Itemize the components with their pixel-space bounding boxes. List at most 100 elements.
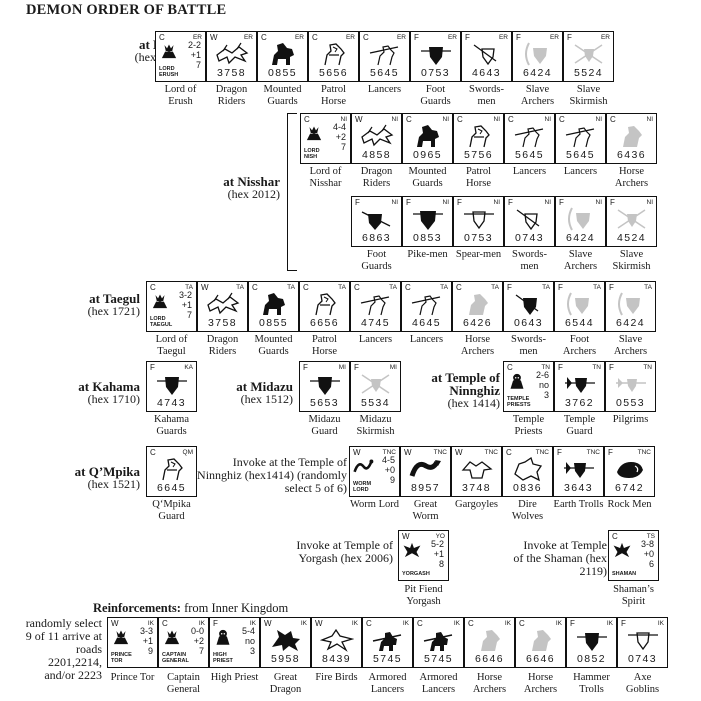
unit-label: Mounted Guards: [263, 84, 302, 107]
invoke-ninnghiz: Invoke at the Temple of Ninnghiz (hex141…: [197, 455, 347, 495]
unit-counter[interactable]: F MI 5653: [299, 361, 350, 412]
unit-counter[interactable]: F NI 6863: [351, 196, 402, 247]
unit-counter[interactable]: C IK CAPTAIN GENERAL 0-0 +2 7: [158, 617, 209, 668]
unit-counter[interactable]: F NI 0753: [453, 196, 504, 247]
unit-counter[interactable]: C IK 6646: [464, 617, 515, 668]
unit-counter[interactable]: C ER 5656: [308, 31, 359, 82]
unit-region-code: MI: [338, 364, 346, 371]
unit-region-code: NI: [391, 199, 399, 206]
unit-counter[interactable]: F TNC 3643: [553, 446, 604, 497]
unit-label: Foot Archers: [562, 334, 597, 357]
unit-label: Lancers: [367, 84, 402, 95]
unit-region-code: TA: [185, 284, 193, 291]
unit-label: Lancers: [358, 334, 393, 345]
unit-region-code: TNC: [382, 449, 396, 456]
unit-region-code: NI: [442, 199, 450, 206]
unit-counter[interactable]: C ER 0855: [257, 31, 308, 82]
unit-counter[interactable]: F NI 0853: [402, 196, 453, 247]
unit-label: High Priest: [210, 672, 259, 683]
unit-counter[interactable]: W NI 4858: [351, 113, 402, 164]
unit-counter[interactable]: F NI 0743: [504, 196, 555, 247]
unit-counter[interactable]: C ER LORD ERUSH 2-2 +1 7: [155, 31, 206, 82]
unit-counter[interactable]: C NI 5756: [453, 113, 504, 164]
unit-counter[interactable]: W IK 5958: [260, 617, 311, 668]
unit-counter[interactable]: F TA 0643: [503, 281, 554, 332]
wolf-icon: [511, 456, 545, 482]
unit-label: Horse Archers: [460, 334, 495, 357]
unit-stats: 8957: [411, 482, 440, 494]
unit-counter[interactable]: C TA 0855: [248, 281, 299, 332]
worm-icon: [352, 456, 374, 476]
unit-region-code: NI: [646, 116, 654, 123]
unit-region-code: TA: [491, 284, 499, 291]
location-midazu: at Midazu (hex 1512): [236, 380, 293, 406]
unit-counter[interactable]: C NI 5645: [504, 113, 555, 164]
unit-type: W: [353, 448, 361, 457]
label-row-midazu: Midazu Guard Midazu Skirmish: [299, 414, 401, 437]
unit-counter[interactable]: F ER 5524: [563, 31, 614, 82]
unit-counter[interactable]: W YO YORGASH 5-2 +1 8: [398, 530, 449, 581]
unit-counter[interactable]: F KA 4743: [146, 361, 197, 412]
unit-counter[interactable]: F NI 6424: [555, 196, 606, 247]
unit-counter[interactable]: C TN TEMPLE PRIESTS 2-6 no 3: [503, 361, 554, 412]
unit-label: Lord of Taegul: [155, 334, 188, 357]
unit-stats: 4858: [362, 149, 391, 161]
unit-counter[interactable]: C NI 0965: [402, 113, 453, 164]
unit-counter[interactable]: F ER 6424: [512, 31, 563, 82]
unit-stats: 6656: [310, 317, 339, 329]
unit-counter[interactable]: F IK 0743: [617, 617, 668, 668]
unit-counter[interactable]: W TNC WORM LORD 4-5 +0 9: [349, 446, 400, 497]
unit-counter[interactable]: C NI 6436: [606, 113, 657, 164]
unit-counter[interactable]: F TA 6544: [554, 281, 605, 332]
leader-stats: 5-4 no 3: [242, 626, 255, 656]
unit-counter[interactable]: W TNC 3748: [451, 446, 502, 497]
unit-counter[interactable]: W IK PRINCE TOR 3-3 +1 9: [107, 617, 158, 668]
unit-stats: 5958: [271, 653, 300, 665]
unit-counter[interactable]: F MI 5534: [350, 361, 401, 412]
unit-counter[interactable]: F TN 0553: [605, 361, 656, 412]
unit-counter[interactable]: C NI LORD NISH 4-4 +2 7: [300, 113, 351, 164]
unit-counter[interactable]: C TA 4645: [401, 281, 452, 332]
unit-type: C: [363, 33, 369, 42]
unit-type: F: [570, 619, 575, 628]
unit-counter[interactable]: C TS SHAMAN 3-8 +0 6: [608, 530, 659, 581]
unit-label: Foot Guards: [361, 249, 392, 272]
unit-counter[interactable]: F TN 3762: [554, 361, 605, 412]
unit-counter[interactable]: F ER 0753: [410, 31, 461, 82]
unit-counter[interactable]: C QM 6645: [146, 446, 197, 497]
swordblack-icon: [512, 291, 546, 317]
unit-counter[interactable]: F TNC 6742: [604, 446, 655, 497]
unit-counter[interactable]: C TA LORD TAEGUL 3-2 +1 7: [146, 281, 197, 332]
unit-counter[interactable]: F ER 4643: [461, 31, 512, 82]
unit-region-code: IK: [351, 620, 358, 627]
unit-counter[interactable]: C TA 6426: [452, 281, 503, 332]
unit-counter[interactable]: C TNC 0836: [502, 446, 553, 497]
unit-counter[interactable]: W TA 3758: [197, 281, 248, 332]
unit-label: Pike-men: [407, 249, 448, 260]
unit-counter[interactable]: F NI 4524: [606, 196, 657, 247]
unit-counter[interactable]: C IK 5745: [362, 617, 413, 668]
unit-counter[interactable]: C NI 5645: [555, 113, 606, 164]
reinforcements-note: randomly select 9 of 11 arrive at roads …: [25, 616, 102, 682]
unit-counter[interactable]: W TNC 8957: [400, 446, 451, 497]
unit-label: Dragon Riders: [206, 334, 239, 357]
unit-counter[interactable]: C IK 6646: [515, 617, 566, 668]
unit-stats: 0643: [514, 317, 543, 329]
unit-counter[interactable]: C TA 4745: [350, 281, 401, 332]
dragon-icon: [215, 41, 249, 67]
unit-counter[interactable]: F IK HIGH PRIEST 5-4 no 3: [209, 617, 260, 668]
unit-type: F: [465, 33, 470, 42]
unit-type: F: [457, 198, 462, 207]
unit-type: C: [559, 115, 565, 124]
unit-counter[interactable]: C TA 6656: [299, 281, 350, 332]
unit-counter[interactable]: C ER 5645: [359, 31, 410, 82]
leader-stat-s2: +2: [193, 636, 204, 646]
unit-region-code: TN: [643, 364, 652, 371]
unit-type: C: [457, 115, 463, 124]
unit-counter[interactable]: W IK 8439: [311, 617, 362, 668]
unit-counter[interactable]: F TA 6424: [605, 281, 656, 332]
unit-stats: 5645: [370, 67, 399, 79]
unit-counter[interactable]: F IK 0852: [566, 617, 617, 668]
unit-counter[interactable]: C IK 5745: [413, 617, 464, 668]
unit-counter[interactable]: W ER 3758: [206, 31, 257, 82]
